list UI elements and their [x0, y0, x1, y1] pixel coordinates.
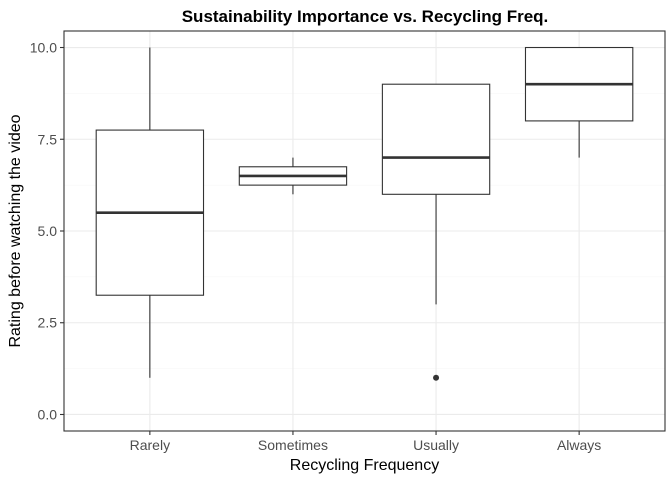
- box-iqr: [381, 83, 491, 195]
- x-tick-label: Sometimes: [258, 437, 328, 453]
- y-axis: 0.0 2.5 5.0 7.5 10.0: [30, 40, 64, 422]
- y-tick-label: 5.0: [38, 223, 58, 239]
- box-rarely: [95, 47, 205, 378]
- x-axis: Rarely Sometimes Usually Always: [130, 431, 601, 453]
- y-tick-label: 10.0: [30, 40, 57, 56]
- outlier-point: [433, 374, 440, 381]
- y-tick-label: 7.5: [38, 131, 58, 147]
- x-tick-label: Rarely: [130, 437, 170, 453]
- y-tick-label: 2.5: [38, 315, 58, 331]
- chart-title: Sustainability Importance vs. Recycling …: [182, 7, 549, 26]
- x-tick-label: Always: [557, 437, 601, 453]
- x-axis-title: Recycling Frequency: [290, 457, 439, 474]
- box-always: [524, 46, 634, 158]
- box-usually: [381, 83, 491, 381]
- y-tick-label: 0.0: [38, 406, 58, 422]
- x-tick-label: Usually: [413, 437, 459, 453]
- box-sometimes: [238, 157, 348, 195]
- y-axis-title: Rating before watching the video: [7, 114, 24, 347]
- plot-panel: [63, 30, 666, 432]
